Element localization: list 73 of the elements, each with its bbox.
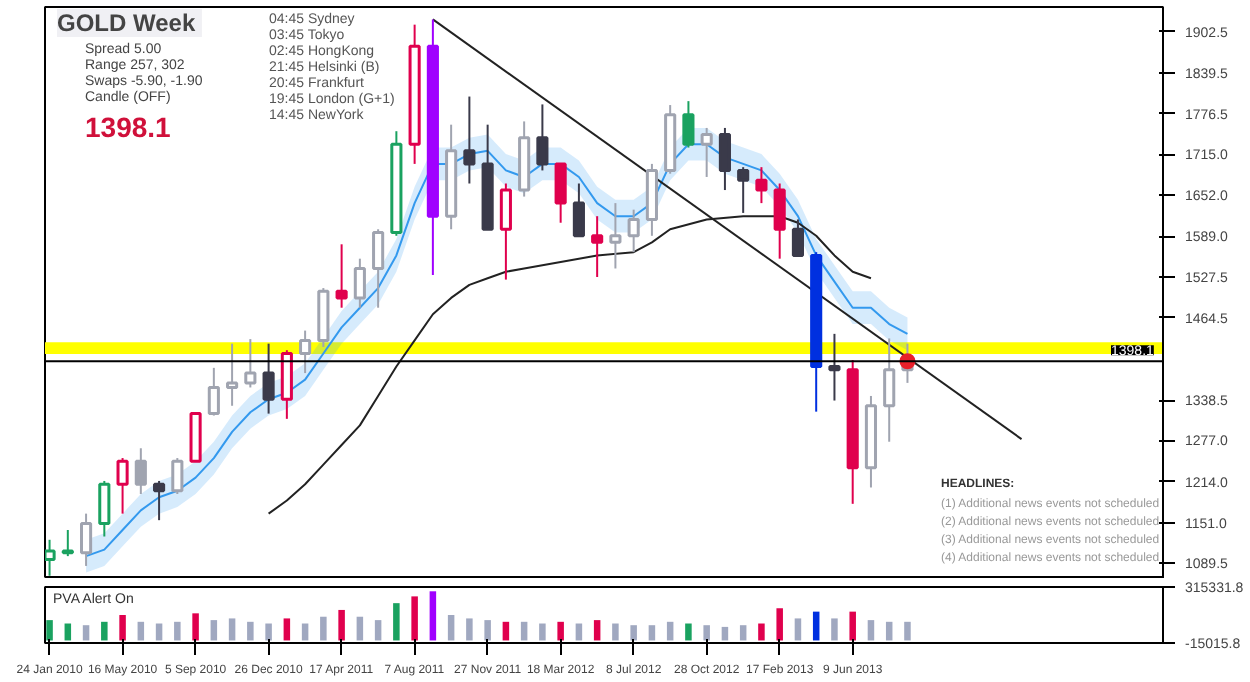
candlestick [883,337,896,443]
bar [758,623,765,641]
bar [794,618,802,641]
candlestick [828,332,841,402]
candlestick [335,243,348,309]
bar [739,625,747,641]
bar [46,620,53,641]
bar [320,616,327,641]
bar [685,623,692,641]
candlestick [499,182,512,281]
candlestick [189,412,202,463]
candlestick [682,100,695,149]
bar [283,618,291,641]
candlestick [536,103,549,172]
bar [904,621,911,641]
bar [593,620,601,641]
candlestick [755,166,768,205]
bar [210,620,218,641]
bar [466,618,473,641]
bar [411,596,418,641]
candlestick [572,182,585,238]
candlestick [299,329,312,375]
annotation: 1398.1 [85,111,172,143]
bar [484,620,491,641]
candlestick [61,528,74,558]
candlestick [591,215,604,278]
bar [867,620,875,641]
candlestick [791,218,804,257]
bar [429,591,437,641]
candlestick [98,479,111,538]
bar [630,625,637,641]
bar [82,625,90,641]
bar [557,621,564,641]
bar [612,623,619,641]
bar [247,621,254,641]
candlestick [116,457,129,515]
candlestick [554,162,567,224]
bar [849,611,856,641]
bar [192,613,199,641]
candlestick [207,366,220,417]
bar [174,621,181,641]
candlestick [153,479,166,522]
bar [831,618,838,641]
bar [265,623,272,641]
bar [374,620,382,641]
bar [539,623,546,641]
bar [393,603,400,641]
candlestick [773,182,786,260]
candlestick [226,342,239,407]
candlestick [280,349,293,420]
candlestick [627,208,640,254]
bar [447,615,455,641]
candlestick [372,228,385,309]
candlestick [80,512,93,567]
chart-title: GOLD Week [57,9,196,37]
candlestick [737,166,750,214]
bar [776,608,783,641]
candlestick [718,126,731,192]
bar [101,621,108,641]
candlestick [45,538,56,577]
candlestick [134,447,147,496]
candlestick [609,202,622,270]
candlestick [171,457,184,496]
bar [703,625,710,641]
candlestick [700,126,713,178]
bar [228,618,236,641]
candlestick [262,342,275,415]
candlestick [353,257,366,309]
bar [119,615,126,641]
candlestick [244,338,257,389]
bar [648,625,656,641]
candlestick [463,95,476,185]
bar [338,609,345,641]
